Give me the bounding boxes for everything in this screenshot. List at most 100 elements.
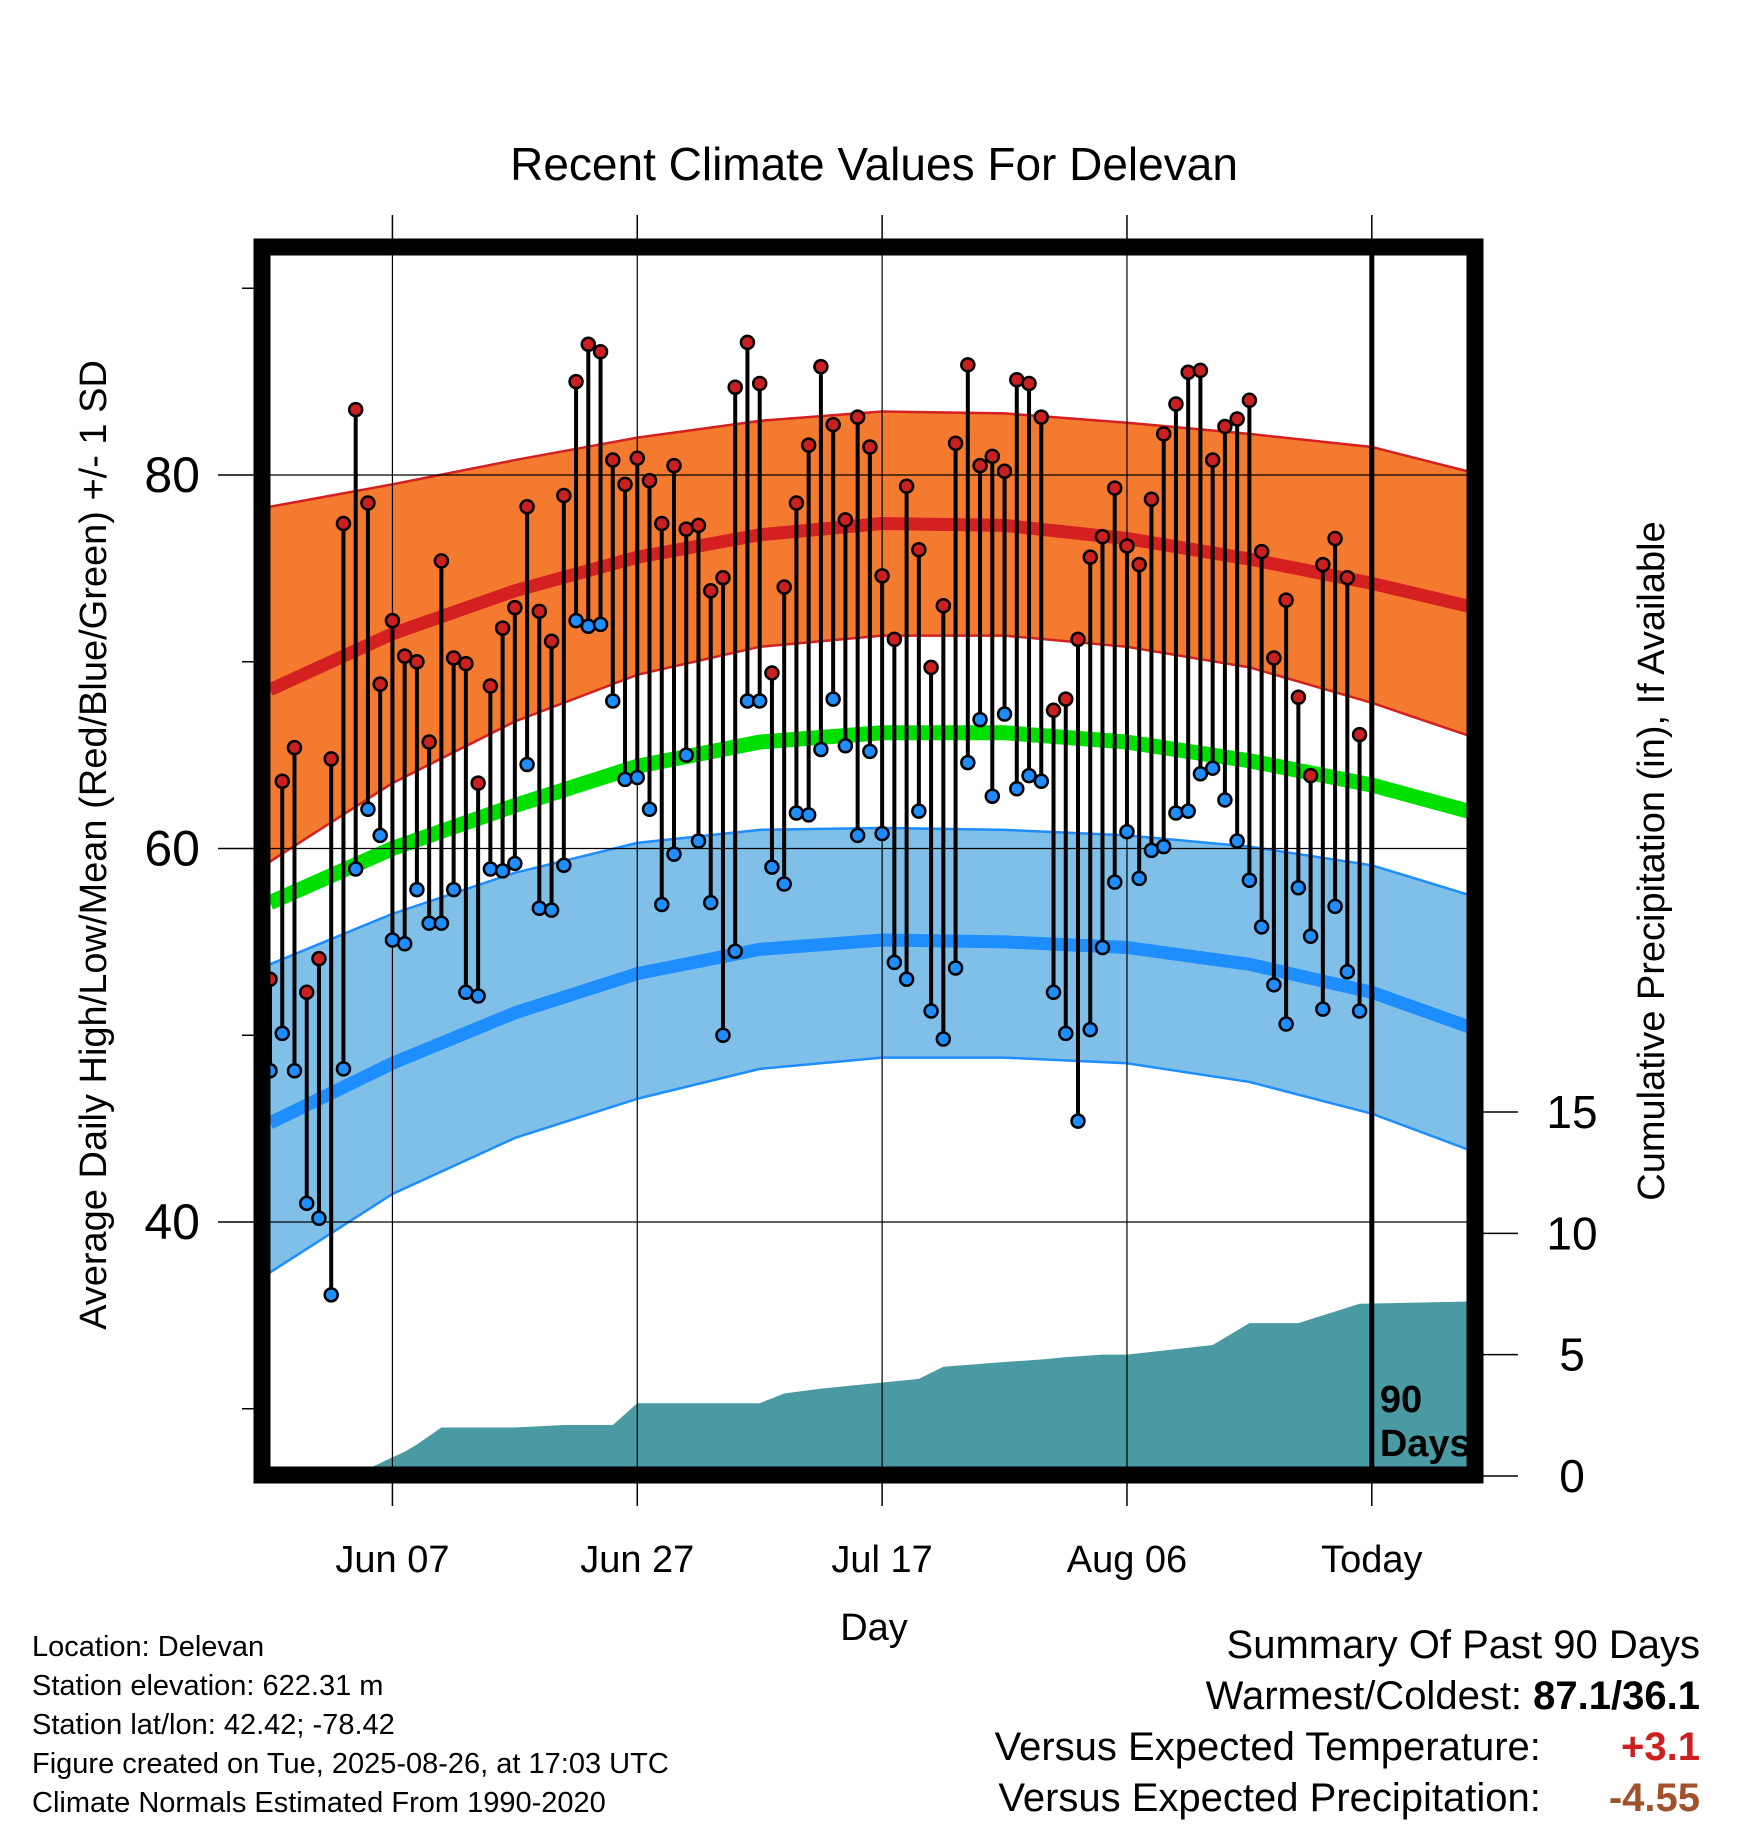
daily-low-point: [825, 691, 841, 707]
daily-low-point: [286, 1062, 303, 1079]
daily-low-point: [1192, 766, 1209, 782]
daily-high-point: [739, 334, 756, 351]
daily-low-point: [911, 803, 927, 819]
daily-low-point: [1278, 1016, 1294, 1032]
daily-low-point: [1327, 898, 1343, 915]
daily-high-point: [445, 650, 462, 666]
daily-high-point: [1058, 691, 1074, 707]
daily-low-point: [788, 805, 805, 821]
daily-low-point: [666, 846, 682, 862]
daily-low-point: [1045, 984, 1062, 1001]
y-tick-label: 60: [144, 821, 200, 877]
x-tick-label: Jun 07: [335, 1539, 449, 1581]
chart-title: Recent Climate Values For Delevan: [510, 138, 1238, 190]
location-text: Location: Delevan: [32, 1631, 265, 1663]
daily-high-point: [898, 478, 915, 494]
daily-low-point: [727, 943, 743, 959]
x-axis-label: Day: [840, 1607, 908, 1649]
temp-row: Versus Expected Temperature: +3.1: [995, 1722, 1700, 1773]
daily-low-point: [1229, 833, 1245, 849]
y2-tick-label: 0: [1559, 1450, 1585, 1502]
daily-low-point: [445, 881, 462, 898]
plot-area: 90 Days: [262, 247, 1475, 1475]
daily-high-point: [960, 357, 976, 373]
daily-high-point: [1033, 409, 1050, 425]
precip-area: [270, 1301, 1475, 1475]
daily-high-point: [421, 734, 437, 750]
daily-low-point: [335, 1061, 352, 1077]
daily-low-point: [592, 616, 609, 633]
daily-low-point: [396, 935, 413, 952]
daily-low-point: [715, 1027, 731, 1043]
daily-high-point: [788, 495, 805, 511]
y2-tick-label: 15: [1546, 1086, 1597, 1138]
daily-low-point: [629, 769, 646, 786]
daily-high-point: [592, 343, 609, 360]
daily-low-point: [874, 825, 890, 842]
daily-high-point: [1278, 592, 1294, 608]
daily-high-point: [1339, 569, 1356, 586]
daily-low-point: [298, 1195, 315, 1212]
station-info: Location: Delevan Station elevation: 622…: [32, 1628, 669, 1823]
daily-high-point: [654, 515, 670, 532]
daily-high-point: [911, 541, 927, 558]
y-tick-label: 40: [144, 1194, 200, 1250]
y-axis-label: Average Daily High/Low/Mean (Red/Blue/Gr…: [73, 360, 115, 1330]
daily-high-point: [862, 439, 878, 455]
daily-high-point: [605, 452, 621, 468]
daily-low-point: [1070, 1113, 1086, 1129]
daily-high-point: [1143, 491, 1160, 508]
x-tick-label: Today: [1321, 1539, 1422, 1581]
daily-high-point: [1327, 530, 1343, 547]
daily-low-point: [1033, 773, 1050, 790]
daily-low-point: [849, 827, 866, 844]
daily-high-point: [1253, 543, 1270, 560]
daily-low-point: [1351, 1003, 1368, 1019]
daily-low-point: [543, 902, 560, 918]
daily-high-point: [825, 416, 841, 433]
daily-high-point: [1021, 375, 1037, 392]
created-text: Figure created on Tue, 2025-08-26, at 17…: [32, 1748, 669, 1780]
daily-high-point: [923, 659, 939, 676]
precip-label: Versus Expected Precipitation:: [998, 1776, 1541, 1820]
daily-high-point: [1106, 480, 1123, 496]
low-sd-band: [270, 827, 1475, 1273]
daily-high-point: [360, 495, 376, 511]
daily-high-point: [849, 409, 866, 425]
daily-high-point: [1302, 767, 1319, 784]
y2-tick-label: 10: [1546, 1207, 1597, 1259]
daily-high-point: [1155, 426, 1172, 442]
daily-low-point: [1009, 780, 1025, 797]
daily-low-point: [1082, 1021, 1098, 1038]
daily-high-point: [458, 655, 474, 672]
daily-low-point: [690, 833, 707, 849]
daily-low-point: [923, 1003, 939, 1019]
daily-low-point: [274, 1025, 290, 1042]
daily-high-point: [641, 472, 658, 489]
daily-high-point: [1290, 689, 1307, 705]
daily-low-point: [556, 857, 572, 874]
daily-low-point: [886, 954, 903, 971]
daily-high-point: [482, 678, 499, 694]
daily-low-point: [751, 693, 768, 709]
daily-high-point: [886, 631, 903, 648]
daily-low-point: [470, 988, 486, 1004]
daily-low-point: [776, 876, 792, 892]
daily-high-point: [751, 375, 768, 392]
daily-low-point: [947, 960, 964, 976]
daily-low-point: [605, 693, 621, 709]
daily-high-point: [1266, 650, 1282, 666]
summary-heading: Summary Of Past 90 Days: [1226, 1623, 1700, 1667]
daily-high-point: [947, 435, 964, 452]
daily-high-point: [556, 487, 572, 504]
daily-high-point: [1094, 528, 1111, 545]
daily-low-point: [702, 894, 719, 911]
daily-low-point: [1155, 838, 1172, 855]
today-days-label: 90 Days: [1380, 1379, 1471, 1465]
daily-low-point: [323, 1287, 339, 1303]
daily-low-point: [1217, 792, 1233, 808]
precip-row: Versus Expected Precipitation: -4.55: [995, 1773, 1700, 1824]
today-days-label-line: 90: [1380, 1379, 1422, 1421]
daily-high-point: [1180, 364, 1196, 381]
